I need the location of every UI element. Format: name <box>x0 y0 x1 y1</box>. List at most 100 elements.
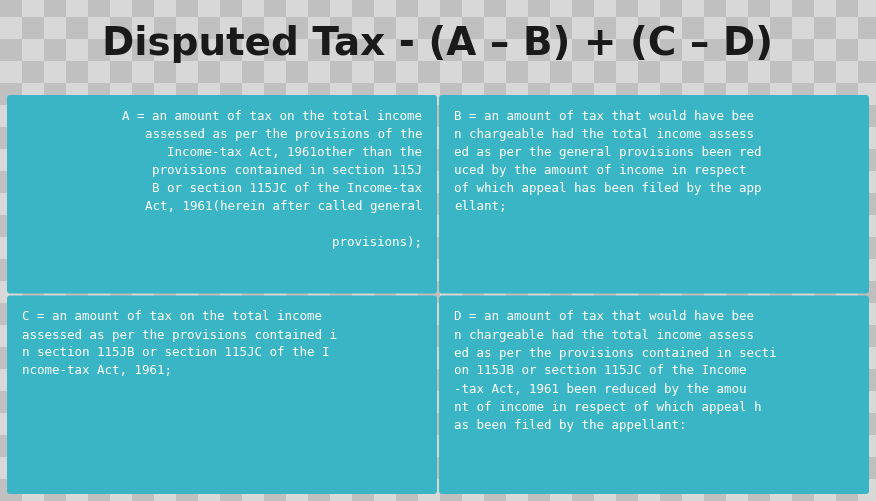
Bar <box>462 413 484 435</box>
Bar <box>88 369 110 391</box>
Bar <box>22 391 44 413</box>
Bar <box>594 215 616 237</box>
Bar <box>176 17 198 39</box>
Bar <box>484 149 506 171</box>
Text: A = an amount of tax on the total income
      assessed as per the provisions of: A = an amount of tax on the total income… <box>100 110 422 249</box>
Bar <box>858 391 876 413</box>
Bar <box>198 237 220 259</box>
Bar <box>792 83 814 105</box>
Bar <box>396 369 418 391</box>
Bar <box>704 237 726 259</box>
Bar <box>726 281 748 303</box>
Bar <box>132 0 154 17</box>
Bar <box>660 413 682 435</box>
Bar <box>396 149 418 171</box>
Bar <box>770 127 792 149</box>
Bar <box>66 61 88 83</box>
Bar <box>66 325 88 347</box>
Bar <box>352 303 374 325</box>
Bar <box>836 259 858 281</box>
Bar <box>264 325 286 347</box>
Bar <box>748 457 770 479</box>
Bar <box>264 61 286 83</box>
Bar <box>528 61 550 83</box>
Bar <box>462 127 484 149</box>
Bar <box>374 435 396 457</box>
Bar <box>330 391 352 413</box>
Bar <box>396 127 418 149</box>
Bar <box>616 83 638 105</box>
Bar <box>154 369 176 391</box>
Bar <box>66 83 88 105</box>
Bar <box>660 237 682 259</box>
Bar <box>242 435 264 457</box>
Bar <box>22 413 44 435</box>
Bar <box>616 479 638 501</box>
Bar <box>748 127 770 149</box>
Bar <box>660 0 682 17</box>
Bar <box>154 171 176 193</box>
Bar <box>396 61 418 83</box>
Bar <box>528 435 550 457</box>
Bar <box>418 413 440 435</box>
Bar <box>374 17 396 39</box>
Bar <box>616 435 638 457</box>
Bar <box>770 193 792 215</box>
Bar <box>550 149 572 171</box>
Bar <box>330 171 352 193</box>
Bar <box>418 369 440 391</box>
Bar <box>308 281 330 303</box>
Bar <box>770 259 792 281</box>
Bar <box>374 215 396 237</box>
Bar <box>792 281 814 303</box>
Bar <box>198 105 220 127</box>
Bar <box>462 39 484 61</box>
Bar <box>264 39 286 61</box>
Bar <box>176 391 198 413</box>
Bar <box>506 479 528 501</box>
Bar <box>88 83 110 105</box>
Bar <box>814 259 836 281</box>
Bar <box>440 281 462 303</box>
Bar <box>726 303 748 325</box>
Bar <box>132 413 154 435</box>
Bar <box>88 0 110 17</box>
Bar <box>44 215 66 237</box>
Bar <box>132 61 154 83</box>
Bar <box>352 237 374 259</box>
Bar <box>352 479 374 501</box>
Bar <box>858 281 876 303</box>
Bar <box>66 39 88 61</box>
Bar <box>176 369 198 391</box>
Bar <box>176 479 198 501</box>
Bar <box>440 39 462 61</box>
Bar <box>132 193 154 215</box>
Bar <box>440 479 462 501</box>
Bar <box>44 127 66 149</box>
Bar <box>286 0 308 17</box>
Bar <box>176 259 198 281</box>
Bar <box>594 61 616 83</box>
Bar <box>440 259 462 281</box>
Bar <box>110 61 132 83</box>
Bar <box>198 259 220 281</box>
Bar <box>550 457 572 479</box>
Bar <box>418 237 440 259</box>
Bar <box>286 325 308 347</box>
Bar <box>726 127 748 149</box>
Bar <box>88 39 110 61</box>
Bar <box>484 413 506 435</box>
Bar <box>858 435 876 457</box>
Bar <box>22 0 44 17</box>
Bar <box>440 105 462 127</box>
Bar <box>308 479 330 501</box>
Bar <box>572 215 594 237</box>
Bar <box>572 105 594 127</box>
Bar <box>330 127 352 149</box>
Bar <box>44 435 66 457</box>
Bar <box>836 17 858 39</box>
Bar <box>682 281 704 303</box>
Bar <box>528 83 550 105</box>
Bar <box>638 61 660 83</box>
Bar <box>242 369 264 391</box>
